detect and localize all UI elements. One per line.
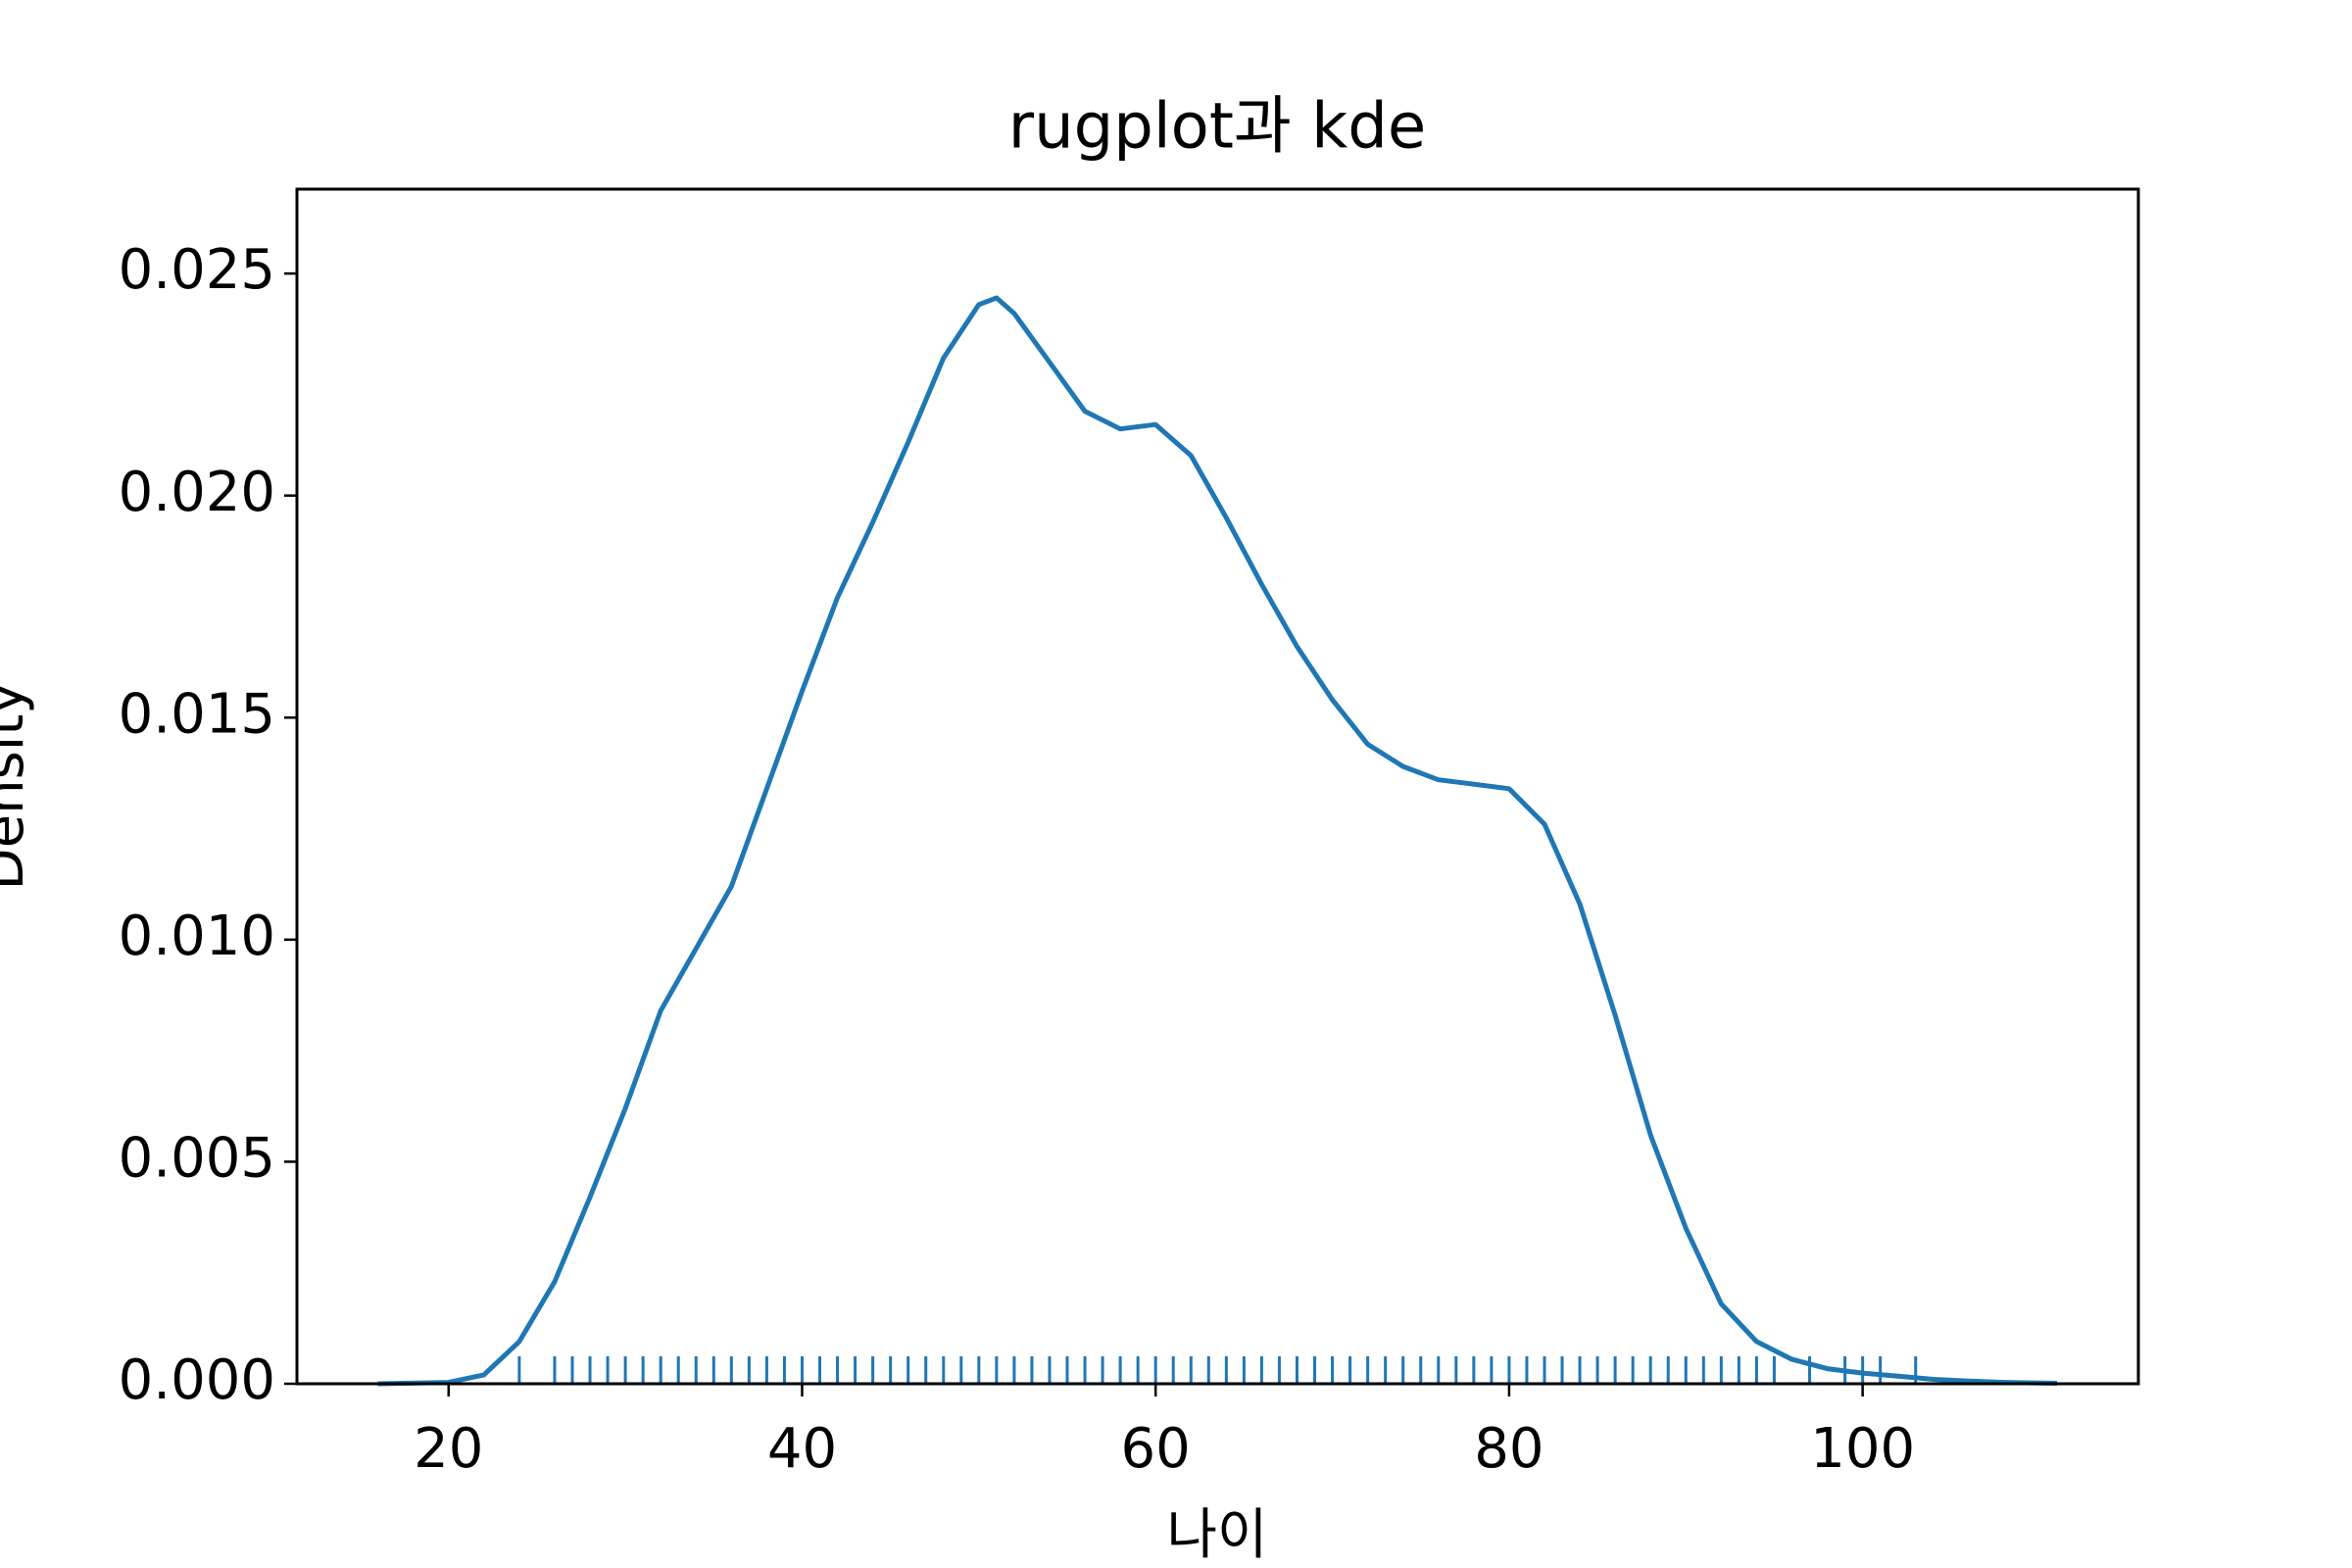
x-tick-label: 40 bbox=[767, 1417, 837, 1481]
x-tick-label: 20 bbox=[414, 1417, 483, 1481]
y-tick-label: 0.005 bbox=[119, 1127, 275, 1191]
x-tick-label: 80 bbox=[1474, 1417, 1544, 1481]
y-tick-label: 0.020 bbox=[119, 461, 275, 524]
plot-frame bbox=[295, 187, 2140, 1386]
x-tick-label: 100 bbox=[1810, 1417, 1915, 1481]
y-tick-label: 0.000 bbox=[119, 1348, 275, 1412]
y-tick-label: 0.025 bbox=[119, 238, 275, 302]
chart-title: rugplot과 kde bbox=[1008, 91, 1426, 164]
kde-line bbox=[377, 295, 2058, 1387]
x-tick-label: 60 bbox=[1121, 1417, 1191, 1481]
x-axis-label: 나이 bbox=[1166, 1503, 1267, 1567]
y-tick-label: 0.010 bbox=[119, 905, 275, 968]
y-axis-label: Density bbox=[0, 682, 36, 891]
y-tick-label: 0.015 bbox=[119, 682, 275, 746]
